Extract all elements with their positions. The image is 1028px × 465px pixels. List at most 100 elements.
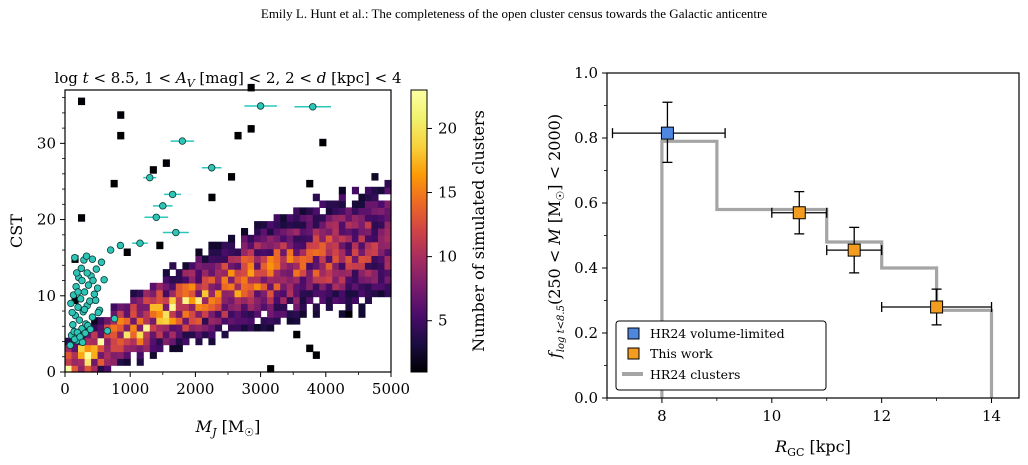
heatmap-cell: [306, 269, 314, 277]
colorbar-tick-label: 10: [438, 248, 457, 266]
heatmap-cell: [351, 276, 359, 284]
heatmap-cell: [221, 282, 229, 291]
heatmap-cell: [228, 276, 236, 284]
heatmap-cell: [175, 344, 183, 353]
heatmap-cell: [169, 344, 177, 353]
heatmap-cell: [312, 262, 320, 270]
heatmap-cell: [358, 262, 366, 270]
heatmap-cell: [280, 248, 288, 256]
heatmap-cell: [208, 276, 216, 284]
heatmap-cell: [215, 310, 223, 318]
heatmap-cell: [78, 344, 86, 353]
heatmap-cell: [123, 324, 131, 332]
heatmap-cell: [319, 262, 327, 270]
cyan-point: [90, 290, 99, 298]
heatmap-cell: [364, 221, 372, 229]
heatmap-cell: [371, 276, 379, 284]
heatmap-cell: [260, 255, 268, 263]
heatmap-cell: [384, 241, 392, 250]
heatmap-cell: [338, 186, 346, 195]
heatmap-cell: [201, 282, 209, 291]
heatmap-cell: [175, 310, 183, 318]
heatmap-cell: [273, 317, 281, 325]
heatmap-cell: [364, 255, 372, 263]
heatmap-cell: [384, 289, 392, 298]
heatmap-cell: [234, 262, 242, 270]
heatmap-cell: [332, 262, 340, 270]
heatmap-cell: [91, 337, 99, 346]
heatmap-cell: [312, 228, 320, 236]
heatmap-cell: [247, 241, 255, 250]
heatmap-title: log t < 8.5, 1 < AV [mag] < 2, 2 < d [kp…: [54, 69, 401, 90]
heatmap-cell: [345, 241, 353, 250]
colorbar-tick-label: 5: [438, 312, 448, 330]
heatmap-cell: [156, 289, 164, 298]
heatmap-cell: [241, 296, 249, 304]
heatmap-cell: [221, 330, 229, 339]
heatmap-cell: [306, 262, 314, 270]
heatmap-cell: [378, 214, 386, 222]
heatmap-cell: [228, 173, 236, 181]
fraction-xtick-label: 8: [657, 407, 667, 425]
colorbar-tick-label: 15: [438, 184, 457, 202]
heatmap-cell: [358, 269, 366, 277]
heatmap-cell: [319, 228, 327, 236]
heatmap-cell: [286, 241, 294, 250]
heatmap-cell: [293, 303, 301, 311]
heatmap-cell: [136, 351, 144, 359]
heatmap-cell: [312, 193, 320, 202]
heatmap-cell: [267, 317, 275, 325]
heatmap-cell: [273, 310, 281, 318]
heatmap-cell: [345, 296, 353, 304]
heatmap-cell: [247, 282, 255, 291]
heatmap-cell: [306, 276, 314, 284]
heatmap-cell: [267, 234, 275, 243]
heatmap-cell: [143, 324, 151, 332]
heatmap-cell: [358, 248, 366, 256]
heatmap-cell: [208, 337, 216, 346]
heatmap-cell: [215, 324, 223, 332]
heatmap-cell: [280, 282, 288, 291]
heatmap-cell: [143, 296, 151, 304]
heatmap-cell: [364, 269, 372, 277]
heatmap-cell: [312, 255, 320, 263]
heatmap-cell: [208, 289, 216, 298]
heatmap-cell: [195, 317, 203, 325]
heatmap-cell: [358, 200, 366, 208]
heatmap-cell: [208, 269, 216, 277]
heatmap-cell: [319, 234, 327, 243]
heatmap-cell: [319, 289, 327, 298]
cyan-point: [84, 281, 93, 289]
cyan-point: [77, 264, 85, 273]
heatmap-cell: [175, 317, 183, 325]
heatmap-cell: [325, 214, 333, 222]
heatmap-cell: [338, 310, 346, 318]
heatmap-cell: [299, 228, 307, 236]
colorbar-ticks: 5 10 15 20: [427, 119, 457, 330]
heatmap-cell: [384, 255, 392, 263]
heatmap-cell: [254, 276, 262, 284]
heatmap-cell: [260, 296, 268, 304]
heatmap-cell: [195, 324, 203, 332]
heatmap-cell: [338, 262, 346, 270]
heatmap-cell: [215, 262, 223, 270]
heatmap-cell: [208, 255, 216, 263]
heatmap-ytick-label: 0: [46, 363, 56, 381]
cyan-point: [106, 246, 115, 254]
heatmap-cell: [123, 337, 131, 346]
heatmap-cell: [299, 276, 307, 284]
heatmap-cell: [371, 207, 379, 215]
heatmap-cell: [149, 330, 157, 339]
heatmap-cell: [273, 282, 281, 291]
heatmap-cell: [299, 241, 307, 250]
heatmap-cell: [221, 317, 229, 325]
heatmap-cell: [117, 317, 125, 325]
heatmap-cell: [215, 317, 223, 325]
heatmap-cell: [149, 289, 157, 298]
heatmap-cell: [384, 200, 392, 208]
heatmap-cell: [351, 289, 359, 298]
heatmap-cell: [241, 248, 249, 256]
heatmap-cell: [104, 337, 112, 346]
heatmap-cell: [234, 289, 242, 298]
heatmap-cell: [215, 282, 223, 291]
